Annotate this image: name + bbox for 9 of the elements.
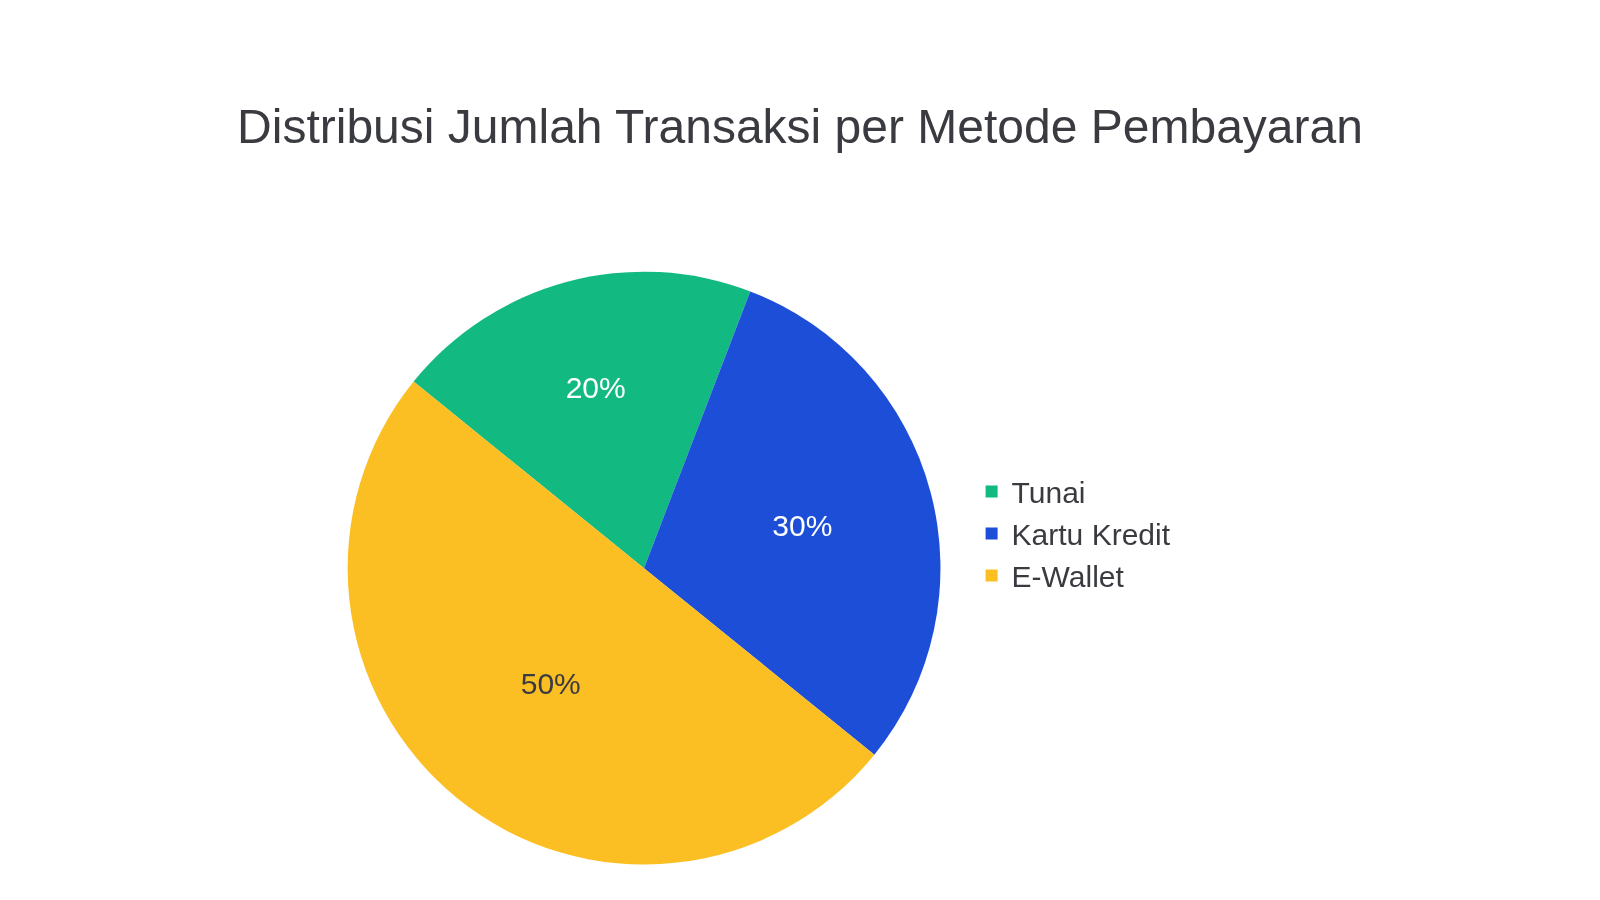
chart-title: Distribusi Jumlah Transaksi per Metode Pembayaran xyxy=(237,99,1363,153)
pie-slice xyxy=(644,291,941,755)
legend-label: Kartu Kredit xyxy=(1011,518,1171,552)
data-label: 30% xyxy=(772,509,833,543)
legend-label: E-Wallet xyxy=(1011,560,1125,594)
data-label: 20% xyxy=(565,371,626,405)
legend-label: Tunai xyxy=(1011,476,1086,510)
data-label: 50% xyxy=(520,666,581,700)
pie-slice xyxy=(413,271,751,569)
